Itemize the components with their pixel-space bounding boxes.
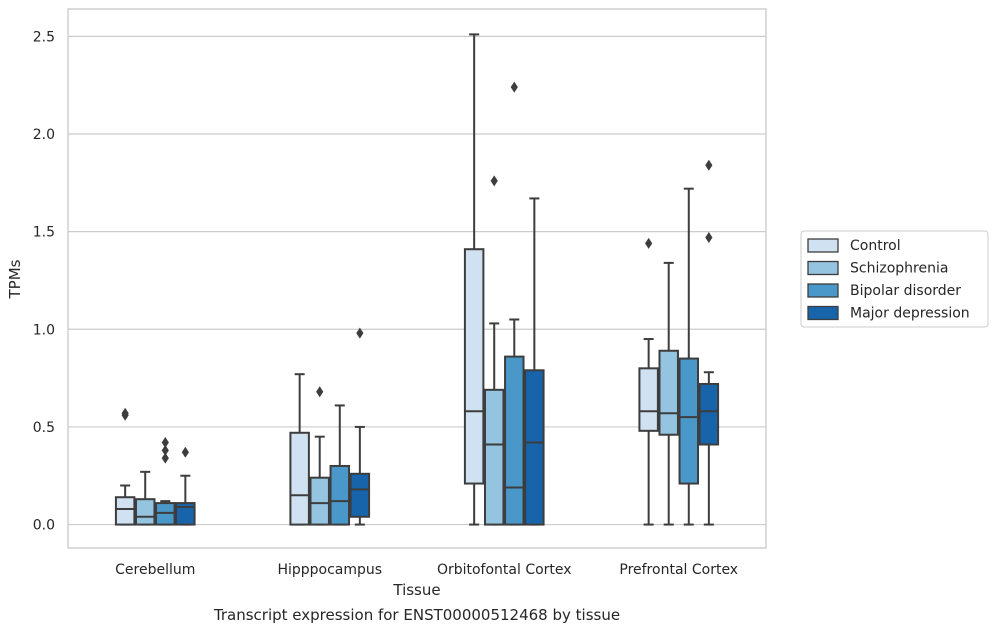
- box-iqr: [678, 357, 700, 485]
- x-tick-label: Hipppocampus: [277, 562, 382, 578]
- box-plot-area: [114, 33, 720, 526]
- box-bipolar-disorder-3: [678, 187, 700, 526]
- legend-label: Bipolar disorder: [850, 283, 961, 299]
- y-tick-label: 1.0: [33, 322, 55, 338]
- box-major-depression-3: [698, 159, 720, 526]
- outlier-point: [356, 327, 364, 339]
- box-schizophrenia-3: [658, 261, 679, 526]
- box-iqr: [289, 431, 310, 526]
- legend-swatch: [807, 238, 839, 253]
- box-iqr: [134, 498, 156, 526]
- chart-caption: Transcript expression for ENST0000051246…: [213, 606, 621, 624]
- box-iqr: [504, 355, 525, 526]
- box-iqr: [658, 349, 679, 436]
- legend-frame: [800, 230, 989, 328]
- y-axis-ticks: 0.0 0.5 1.0 1.5 2.0 2.5: [33, 29, 55, 533]
- outlier-point: [316, 386, 324, 398]
- box-iqr: [483, 388, 505, 526]
- legend-label: Major depression: [850, 306, 970, 322]
- box-iqr: [349, 472, 371, 518]
- outlier-point: [705, 231, 713, 243]
- x-tick-label: Cerebellum: [115, 562, 195, 578]
- legend-swatch: [807, 283, 839, 298]
- x-axis-ticks: Cerebellum Hipppocampus Orbitofontal Corte…: [115, 562, 738, 578]
- box-iqr: [175, 502, 196, 526]
- box-control-1: [289, 373, 310, 526]
- plot-frame: [67, 8, 767, 549]
- y-tick-label: 2.0: [33, 127, 55, 143]
- box-iqr: [309, 476, 330, 526]
- box-bipolar-disorder-1: [329, 404, 351, 526]
- box-control-2: [463, 33, 485, 526]
- box-control-3: [638, 237, 659, 526]
- outlier-point: [705, 159, 713, 171]
- box-iqr: [463, 248, 485, 485]
- outlier-point: [490, 175, 498, 187]
- legend-label: Control: [850, 238, 901, 254]
- box-bipolar-disorder-2: [504, 81, 525, 526]
- box-major-depression-1: [349, 327, 371, 526]
- legend-swatch: [807, 260, 839, 276]
- box-iqr: [524, 369, 545, 526]
- box-major-depression-2: [524, 197, 545, 526]
- y-tick-label: 0.5: [33, 420, 55, 436]
- box-schizophrenia-1: [309, 386, 330, 526]
- outlier-point: [181, 446, 189, 458]
- y-tick-label: 2.5: [33, 29, 55, 45]
- legend: Control Schizophrenia Bipolar disorder Majo…: [800, 230, 989, 328]
- x-axis-title: Tissue: [392, 581, 440, 599]
- box-major-depression-0: [175, 446, 196, 526]
- x-tick-label: Orbitofontal Cortex: [437, 562, 572, 578]
- outlier-point: [510, 81, 518, 93]
- box-iqr: [329, 464, 351, 526]
- box-bipolar-disorder-0: [155, 437, 176, 526]
- outlier-point: [121, 407, 129, 419]
- legend-swatch: [807, 305, 839, 321]
- y-tick-label: 1.5: [33, 225, 55, 241]
- grid-lines: [68, 35, 766, 526]
- outlier-point: [645, 237, 653, 249]
- box-schizophrenia-0: [134, 470, 156, 526]
- y-tick-label: 0.0: [33, 518, 55, 534]
- legend-label: Schizophrenia: [850, 261, 948, 277]
- box-iqr: [114, 496, 136, 526]
- box-schizophrenia-2: [483, 175, 505, 526]
- outlier-point: [161, 444, 169, 456]
- outlier-point: [161, 437, 169, 449]
- box-iqr: [638, 367, 659, 432]
- box-iqr: [698, 382, 720, 446]
- outlier-point: [161, 452, 169, 464]
- x-tick-label: Prefrontal Cortex: [619, 562, 738, 578]
- y-axis-title: TPMs: [6, 259, 24, 299]
- box-control-0: [114, 407, 136, 526]
